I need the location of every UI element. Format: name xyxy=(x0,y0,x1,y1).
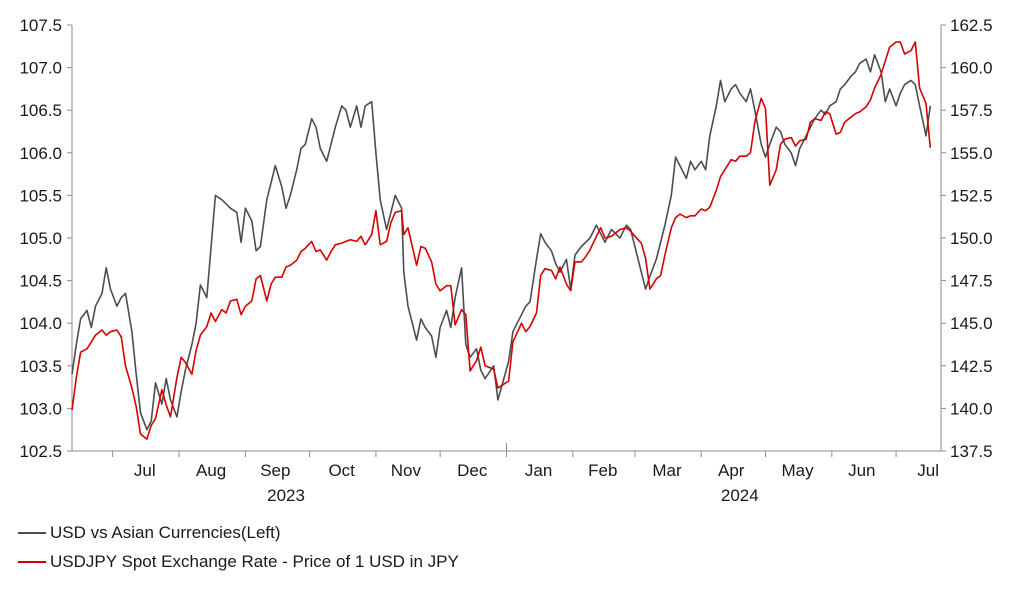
x-tick-label: Mar xyxy=(652,461,682,480)
right-tick-label: 147.5 xyxy=(950,272,993,291)
x-tick-label: Sep xyxy=(260,461,290,480)
left-tick-label: 106.5 xyxy=(19,101,62,120)
plot-area xyxy=(71,41,932,440)
x-tick-label: Jul xyxy=(134,461,156,480)
x-tick-label: Jun xyxy=(848,461,875,480)
left-tick-label: 104.5 xyxy=(19,272,62,291)
left-tick-label: 103.0 xyxy=(19,399,62,418)
right-tick-label: 155.0 xyxy=(950,144,993,163)
x-tick-label: Feb xyxy=(588,461,617,480)
left-tick-label: 107.5 xyxy=(19,16,62,35)
left-axis: 102.5 103.0 103.5 104.0 104.5 105.0 105.5 106.0… xyxy=(19,16,73,461)
legend-swatch-red xyxy=(18,561,46,563)
left-tick-label: 104.0 xyxy=(19,314,62,333)
right-tick-label: 145.0 xyxy=(950,314,993,333)
x-tick-label: Jan xyxy=(525,461,552,480)
legend-item-usdjpy: USDJPY Spot Exchange Rate - Price of 1 U… xyxy=(18,552,459,572)
right-tick-label: 142.5 xyxy=(950,357,993,376)
right-tick-label: 140.0 xyxy=(950,399,993,418)
x-year-label: 2024 xyxy=(721,486,759,505)
left-tick-label: 102.5 xyxy=(19,442,62,461)
left-tick-label: 106.0 xyxy=(19,144,62,163)
x-year-label: 2023 xyxy=(267,486,305,505)
x-axis: Jul Aug Sep Oct Nov Dec Jan Feb Mar Apr May Jun Jul 2… xyxy=(72,443,941,505)
legend-label-usd-asian: USD vs Asian Currencies(Left) xyxy=(50,523,281,542)
x-tick-label: Jul xyxy=(917,461,939,480)
right-tick-label: 162.5 xyxy=(950,16,993,35)
left-tick-label: 103.5 xyxy=(19,357,62,376)
right-tick-label: 150.0 xyxy=(950,229,993,248)
x-tick-label: Aug xyxy=(196,461,226,480)
x-tick-label: Oct xyxy=(328,461,355,480)
x-tick-label: Dec xyxy=(457,461,488,480)
left-tick-label: 105.0 xyxy=(19,229,62,248)
right-tick-label: 160.0 xyxy=(950,59,993,78)
left-tick-label: 105.5 xyxy=(19,186,62,205)
legend-label-usdjpy: USDJPY Spot Exchange Rate - Price of 1 U… xyxy=(50,552,459,571)
left-tick-label: 107.0 xyxy=(19,59,62,78)
right-tick-label: 157.5 xyxy=(950,101,993,120)
x-tick-label: Apr xyxy=(718,461,745,480)
right-axis: 137.5 140.0 142.5 145.0 147.5 150.0 152.5 155.0… xyxy=(940,16,993,461)
series-line-usd-asian xyxy=(71,53,932,431)
x-tick-label: May xyxy=(782,461,815,480)
right-tick-label: 152.5 xyxy=(950,186,993,205)
legend-swatch-gray xyxy=(18,532,46,534)
x-tick-label: Nov xyxy=(391,461,422,480)
series-line-usdjpy xyxy=(71,41,932,440)
right-tick-label: 137.5 xyxy=(950,442,993,461)
legend-item-usd-asian: USD vs Asian Currencies(Left) xyxy=(18,523,281,543)
